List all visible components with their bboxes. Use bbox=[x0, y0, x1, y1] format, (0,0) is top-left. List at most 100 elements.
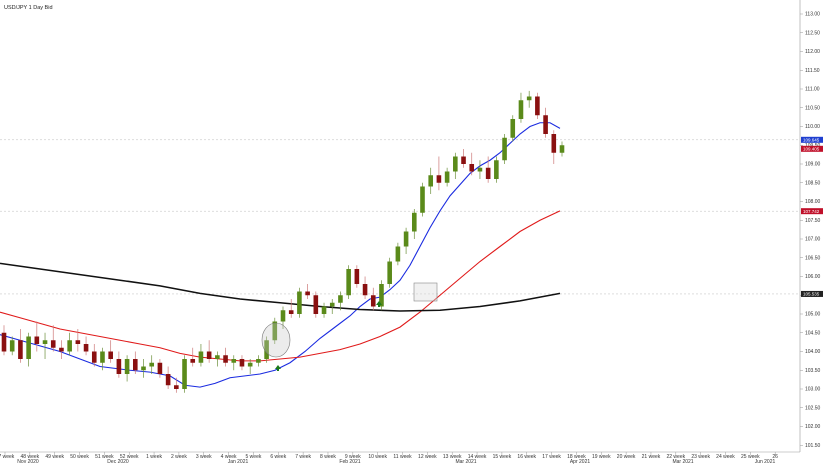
candle-body bbox=[182, 359, 187, 389]
up-arrow-icon bbox=[275, 365, 281, 371]
y-tick-label: 108.50 bbox=[805, 180, 821, 186]
candle-body bbox=[272, 321, 278, 341]
moving-average-line bbox=[0, 262, 561, 312]
candle-body bbox=[444, 171, 450, 183]
candle-body bbox=[387, 261, 392, 284]
y-tick-label: 103.00 bbox=[805, 387, 821, 393]
candle-body bbox=[321, 306, 327, 314]
x-week-label: 22 week bbox=[666, 454, 685, 460]
x-week-label: 48 week bbox=[21, 454, 40, 460]
candle-body bbox=[329, 302, 335, 307]
candle-body bbox=[559, 145, 565, 153]
price-badge bbox=[801, 136, 823, 143]
x-month-label: Dec 2020 bbox=[107, 459, 129, 464]
candle-body bbox=[59, 347, 64, 352]
moving-average-line bbox=[0, 210, 561, 362]
y-tick-label: 106.50 bbox=[805, 255, 821, 261]
x-month-label: Feb 2021 bbox=[339, 459, 360, 464]
candle-body bbox=[215, 355, 220, 359]
candle-body bbox=[428, 175, 434, 187]
y-tick-label: 113.00 bbox=[805, 12, 820, 18]
x-week-label: 3 week bbox=[196, 454, 212, 460]
candle-body bbox=[297, 291, 302, 314]
y-tick-label: 102.00 bbox=[805, 424, 821, 430]
price-badge bbox=[801, 290, 823, 297]
y-tick-label: 102.50 bbox=[805, 405, 821, 411]
chart-title: USD/JPY 1 Day Bid bbox=[4, 5, 53, 11]
candle-body bbox=[18, 340, 23, 359]
x-week-label: 50 week bbox=[70, 454, 89, 460]
x-week-label: 4 week bbox=[221, 454, 237, 460]
candle-body bbox=[436, 175, 442, 183]
x-week-label: 20 week bbox=[617, 454, 636, 460]
candle-body bbox=[280, 310, 286, 322]
candle-body bbox=[50, 340, 56, 348]
highlight-box bbox=[413, 282, 438, 302]
candle-body bbox=[1, 332, 7, 352]
up-arrow-icon bbox=[376, 301, 382, 307]
y-tick-label: 110.00 bbox=[805, 124, 820, 130]
candle-body bbox=[206, 351, 212, 359]
candle-body bbox=[469, 164, 475, 172]
candle-body bbox=[34, 336, 40, 344]
x-week-label: 11 week bbox=[393, 454, 412, 460]
candle-body bbox=[395, 246, 401, 262]
candle-body bbox=[543, 115, 548, 134]
x-week-label: 15 week bbox=[493, 454, 512, 460]
moving-average-lines bbox=[0, 122, 561, 388]
candle-body bbox=[403, 231, 409, 247]
x-week-label: 7 week bbox=[295, 454, 311, 460]
y-tick-label: 111.00 bbox=[805, 87, 820, 93]
candle-body bbox=[9, 340, 15, 352]
candle-body bbox=[239, 359, 245, 367]
candle-body bbox=[256, 359, 261, 363]
candle-body bbox=[502, 137, 507, 161]
candle-body bbox=[83, 344, 89, 352]
highlight-circle bbox=[261, 322, 291, 358]
x-week-label: 51 week bbox=[95, 454, 114, 460]
y-tick-label: 110.50 bbox=[805, 105, 820, 111]
candle-body bbox=[75, 340, 81, 344]
candle-body bbox=[518, 100, 524, 119]
candle-body bbox=[411, 212, 417, 232]
candle-body bbox=[165, 374, 171, 386]
candle-body bbox=[124, 359, 130, 374]
candle-body bbox=[494, 160, 499, 179]
y-tick-label: 103.50 bbox=[805, 368, 821, 374]
candle-body bbox=[132, 359, 138, 371]
annotations bbox=[261, 282, 438, 371]
candle-body bbox=[157, 362, 163, 374]
x-week-label: 10 week bbox=[368, 454, 387, 460]
x-week-label: 23 week bbox=[691, 454, 710, 460]
x-week-label: 18 week bbox=[567, 454, 586, 460]
price-badge-label: 105.535 bbox=[803, 292, 820, 297]
x-week-label: 5 week bbox=[246, 454, 262, 460]
x-month-label: Mar 2021 bbox=[455, 459, 476, 464]
price-badge-label: 109.405 bbox=[803, 146, 820, 151]
candle-body bbox=[149, 362, 155, 367]
candle-body bbox=[535, 96, 540, 116]
y-tick-label: 112.50 bbox=[805, 30, 820, 36]
y-tick-label: 107.50 bbox=[805, 218, 821, 224]
x-month-label: Jan 2021 bbox=[228, 459, 249, 464]
candle-body bbox=[551, 134, 557, 153]
candle-body bbox=[223, 355, 228, 363]
candle-body bbox=[247, 362, 253, 367]
candles bbox=[1, 90, 565, 393]
x-month-label: Jun 2021 bbox=[755, 459, 776, 464]
x-week-label: 21 week bbox=[642, 454, 661, 460]
candle-body bbox=[264, 340, 269, 359]
candle-body bbox=[100, 351, 105, 363]
candle-body bbox=[67, 340, 72, 352]
candle-body bbox=[108, 351, 113, 359]
candle-body bbox=[42, 340, 48, 344]
x-week-label: 9 week bbox=[345, 454, 361, 460]
x-week-label: 24 week bbox=[716, 454, 735, 460]
y-tick-label: 101.50 bbox=[805, 443, 821, 449]
candle-body bbox=[370, 295, 376, 307]
x-week-label: 47 week bbox=[0, 454, 15, 460]
x-week-label: 16 week bbox=[517, 454, 536, 460]
moving-average-line bbox=[0, 122, 561, 388]
x-month-label: Mar 2021 bbox=[672, 459, 693, 464]
